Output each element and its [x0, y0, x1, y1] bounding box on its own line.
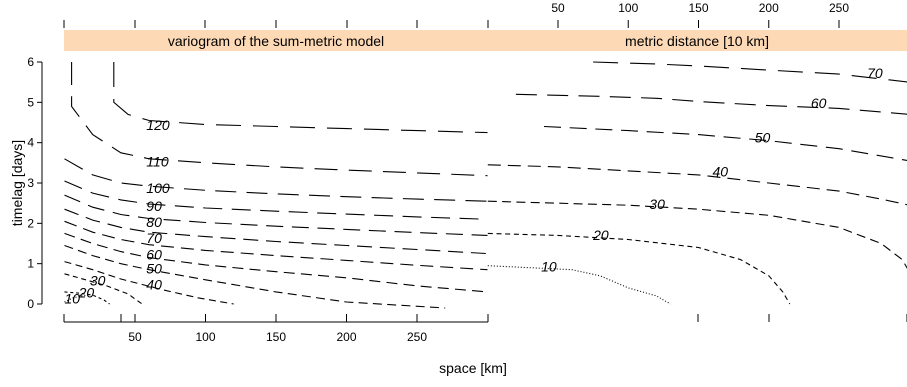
contour-label-60: 60: [146, 246, 162, 262]
contour-label-20: 20: [592, 227, 609, 243]
contour-line-10: [487, 265, 671, 305]
contour-label-50: 50: [146, 260, 162, 276]
contour-label-70: 70: [146, 230, 162, 246]
y-tick-label: 0: [27, 297, 34, 311]
panel-left-title: variogram of the sum-metric model: [168, 33, 384, 49]
contour-label-10: 10: [65, 291, 81, 307]
y-tick-label: 3: [27, 176, 34, 190]
panel-right-strip: [488, 30, 907, 51]
contour-line-80: [64, 208, 488, 255]
panel-left-strip: [64, 30, 488, 51]
contour-label-120: 120: [146, 117, 170, 133]
y-tick-label: 6: [27, 55, 34, 69]
contour-label-30: 30: [90, 273, 106, 289]
contour-line-50: [64, 244, 446, 309]
contour-label-110: 110: [146, 154, 169, 170]
contour-line-40: [64, 261, 234, 305]
contour-label-30: 30: [649, 196, 665, 212]
contour-line-60: [64, 232, 488, 293]
contour-line-125: [113, 62, 488, 134]
contour-line-40: [487, 164, 907, 206]
contour-label-10: 10: [541, 258, 557, 274]
top-x-tick-label: 100: [618, 1, 638, 15]
contour-line-100: [64, 180, 488, 220]
contour-line-20: [487, 232, 791, 305]
top-x-tick-label: 50: [551, 1, 565, 15]
contour-label-90: 90: [146, 198, 162, 214]
y-tick-label: 2: [27, 216, 34, 230]
panel-right-title: metric distance [10 km]: [625, 33, 769, 49]
x-tick-label: 150: [266, 330, 286, 344]
contour-line-70: [64, 220, 488, 271]
y-axis: 0 1 2 3 4 5 6: [27, 55, 43, 311]
x-tick-label: 50: [128, 330, 142, 344]
top-x-tick-label: 200: [759, 1, 779, 15]
contour-label-70: 70: [867, 65, 883, 81]
x-axis-title: space [km]: [439, 360, 507, 376]
contour-line-110: [64, 158, 488, 202]
y-axis-title: timelag [days]: [9, 140, 25, 226]
contour-line-60: [515, 93, 907, 115]
contour-line-90: [64, 194, 488, 236]
contour-label-100: 100: [146, 180, 170, 196]
contour-line-30: [487, 200, 907, 269]
x-tick-label: 200: [336, 330, 356, 344]
contour-line-50: [543, 125, 907, 161]
top-x-tick-label: 150: [688, 1, 708, 15]
y-tick-label: 4: [27, 136, 34, 150]
top-axis: 50 100 150 200 250: [63, 1, 849, 28]
top-x-tick-label: 250: [829, 1, 849, 15]
y-tick-label: 1: [27, 257, 34, 271]
contour-label-40: 40: [146, 277, 162, 293]
contour-label-80: 80: [146, 214, 162, 230]
contour-line-120: [71, 62, 488, 177]
contour-line-30: [64, 273, 143, 305]
panel-right-plot: 10 20 30 40 50 60 70: [487, 61, 907, 305]
contour-line-70: [593, 61, 907, 83]
contour-label-60: 60: [811, 95, 827, 111]
contour-line-20: [64, 291, 110, 305]
contour-label-20: 20: [78, 285, 95, 301]
x-tick-label: 250: [407, 330, 427, 344]
x-tick-label: 100: [195, 330, 215, 344]
contour-label-50: 50: [755, 129, 771, 145]
y-tick-label: 5: [27, 95, 34, 109]
bottom-axis: 50 100 150 200 250: [63, 314, 907, 344]
contour-label-40: 40: [713, 164, 729, 180]
